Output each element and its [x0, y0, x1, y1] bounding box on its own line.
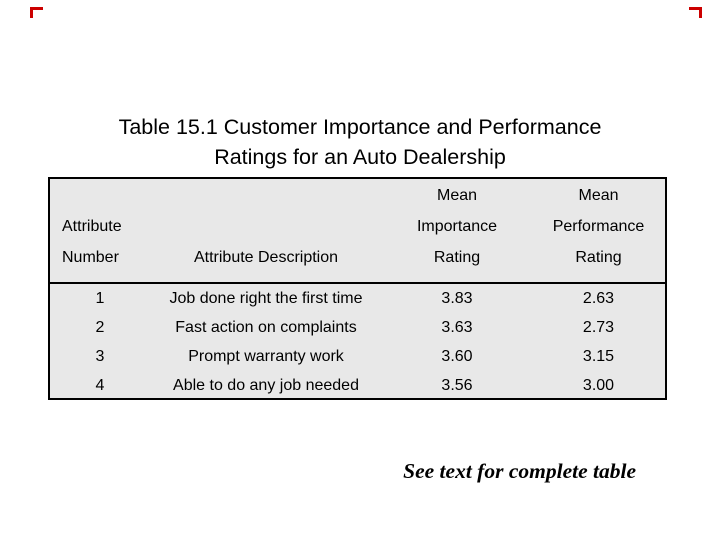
header-number-label: Number — [62, 249, 119, 266]
header-rating-label-1: Rating — [433, 249, 481, 266]
table-header-row: Attribute Number Attribute Description M… — [50, 179, 665, 284]
header-mean-label-2: Mean — [578, 187, 619, 204]
cell-attribute-number: 4 — [95, 376, 105, 394]
header-performance-label: Performance — [552, 218, 645, 235]
cell-performance-rating: 2.73 — [582, 318, 615, 336]
cell-performance-rating: 3.00 — [582, 376, 615, 394]
table-row: 4 Able to do any job needed 3.56 3.00 — [50, 371, 665, 400]
cell-attribute-number: 1 — [95, 289, 105, 307]
table-row: 3 Prompt warranty work 3.60 3.15 — [50, 342, 665, 371]
ratings-table: Attribute Number Attribute Description M… — [48, 177, 667, 400]
header-attribute-description: Attribute Description — [150, 179, 382, 282]
header-importance-label: Importance — [416, 218, 498, 235]
slide-title-line2: Ratings for an Auto Dealership — [214, 145, 506, 169]
footnote: See text for complete table — [403, 459, 636, 483]
cell-importance-rating: 3.56 — [441, 376, 473, 394]
slide-title: Table 15.1 Customer Importance and Perfo… — [0, 112, 720, 172]
header-mean-importance-rating: Mean Importance Rating — [382, 179, 532, 282]
cell-description: Able to do any job needed — [173, 376, 359, 394]
cell-importance-rating: 3.63 — [441, 318, 473, 336]
header-mean-performance-rating: Mean Performance Rating — [532, 179, 665, 282]
table-row: 2 Fast action on complaints 3.63 2.73 — [50, 313, 665, 342]
header-rating-label-2: Rating — [575, 249, 622, 266]
header-attribute-number: Attribute Number — [50, 179, 150, 282]
cell-description: Prompt warranty work — [188, 347, 344, 365]
cell-importance-rating: 3.60 — [441, 347, 473, 365]
cell-description: Job done right the first time — [169, 289, 363, 307]
header-mean-label-1: Mean — [436, 187, 478, 204]
cell-performance-rating: 3.15 — [582, 347, 615, 365]
cell-attribute-number: 3 — [95, 347, 105, 365]
cell-description: Fast action on complaints — [175, 318, 357, 336]
corner-mark-left-icon — [30, 7, 43, 18]
header-attribute-label: Attribute — [62, 218, 122, 235]
corner-mark-right-icon — [689, 7, 702, 18]
header-description-label: Attribute Description — [193, 249, 339, 266]
table-row: 1 Job done right the first time 3.83 2.6… — [50, 284, 665, 313]
cell-performance-rating: 2.63 — [582, 289, 615, 307]
cell-attribute-number: 2 — [95, 318, 105, 336]
cell-importance-rating: 3.83 — [441, 289, 473, 307]
slide-title-line1: Table 15.1 Customer Importance and Perfo… — [118, 115, 602, 139]
table-body: 1 Job done right the first time 3.83 2.6… — [50, 284, 665, 400]
